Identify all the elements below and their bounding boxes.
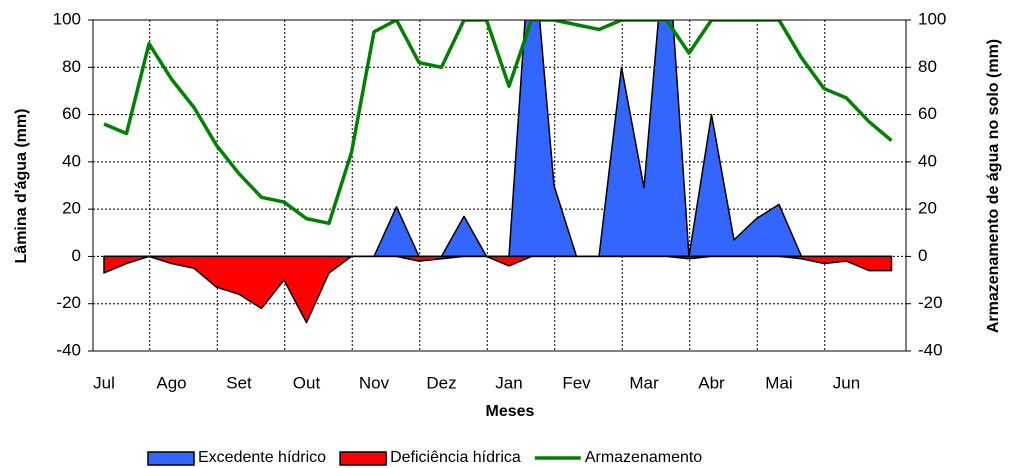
y-tick-label: 80 [62, 57, 81, 76]
y-axis-title: Lâmina d'água (mm) [13, 109, 30, 264]
legend-swatch [339, 451, 387, 466]
x-tick-label: Jun [833, 373, 860, 392]
area [103, 255, 893, 324]
x-axis-title: Meses [486, 403, 535, 420]
y2-tick-label: -40 [918, 340, 943, 359]
y-tick-label: 40 [62, 151, 81, 170]
y2-tick-label: 60 [918, 104, 937, 123]
y2-axis-title: Armazenamento de água no solo (mm) [985, 39, 1002, 333]
y-tick-label: 100 [53, 9, 81, 28]
x-tick-label: Jan [495, 373, 522, 392]
y-tick-label: 60 [62, 104, 81, 123]
legend-swatch [147, 451, 195, 466]
x-tick-label: Ago [156, 373, 186, 392]
y2-tick-label: -20 [918, 293, 943, 312]
y2-tick-label: 80 [918, 57, 937, 76]
y-tick-label: 0 [72, 246, 81, 265]
x-tick-label: Jul [93, 373, 115, 392]
plot-border [92, 19, 907, 352]
plot-series [103, 20, 893, 324]
legend-label: Deficiência hídrica [390, 449, 521, 466]
y-tick-label: -20 [56, 293, 81, 312]
x-tick-label: Dez [426, 373, 456, 392]
line [103, 20, 893, 226]
y2-tick-label: 100 [918, 9, 946, 28]
x-tick-label: Mai [765, 373, 792, 392]
y2-tick-label: 0 [918, 246, 927, 265]
x-tick-label: Set [226, 373, 252, 392]
y2-tick-label: 20 [918, 199, 937, 218]
y-tick-label: -40 [56, 340, 81, 359]
x-tick-label: Out [293, 373, 321, 392]
legend-label: Excedente hídrico [198, 449, 326, 466]
x-tick-label: Fev [562, 373, 591, 392]
y-tick-label: 20 [62, 199, 81, 218]
x-tick-label: Abr [698, 373, 725, 392]
legend-label: Armazenamento [585, 449, 702, 466]
x-tick-label: Mar [629, 373, 659, 392]
x-tick-label: Nov [359, 373, 390, 392]
y2-tick-label: 40 [918, 151, 937, 170]
plot-area [93, 20, 906, 351]
